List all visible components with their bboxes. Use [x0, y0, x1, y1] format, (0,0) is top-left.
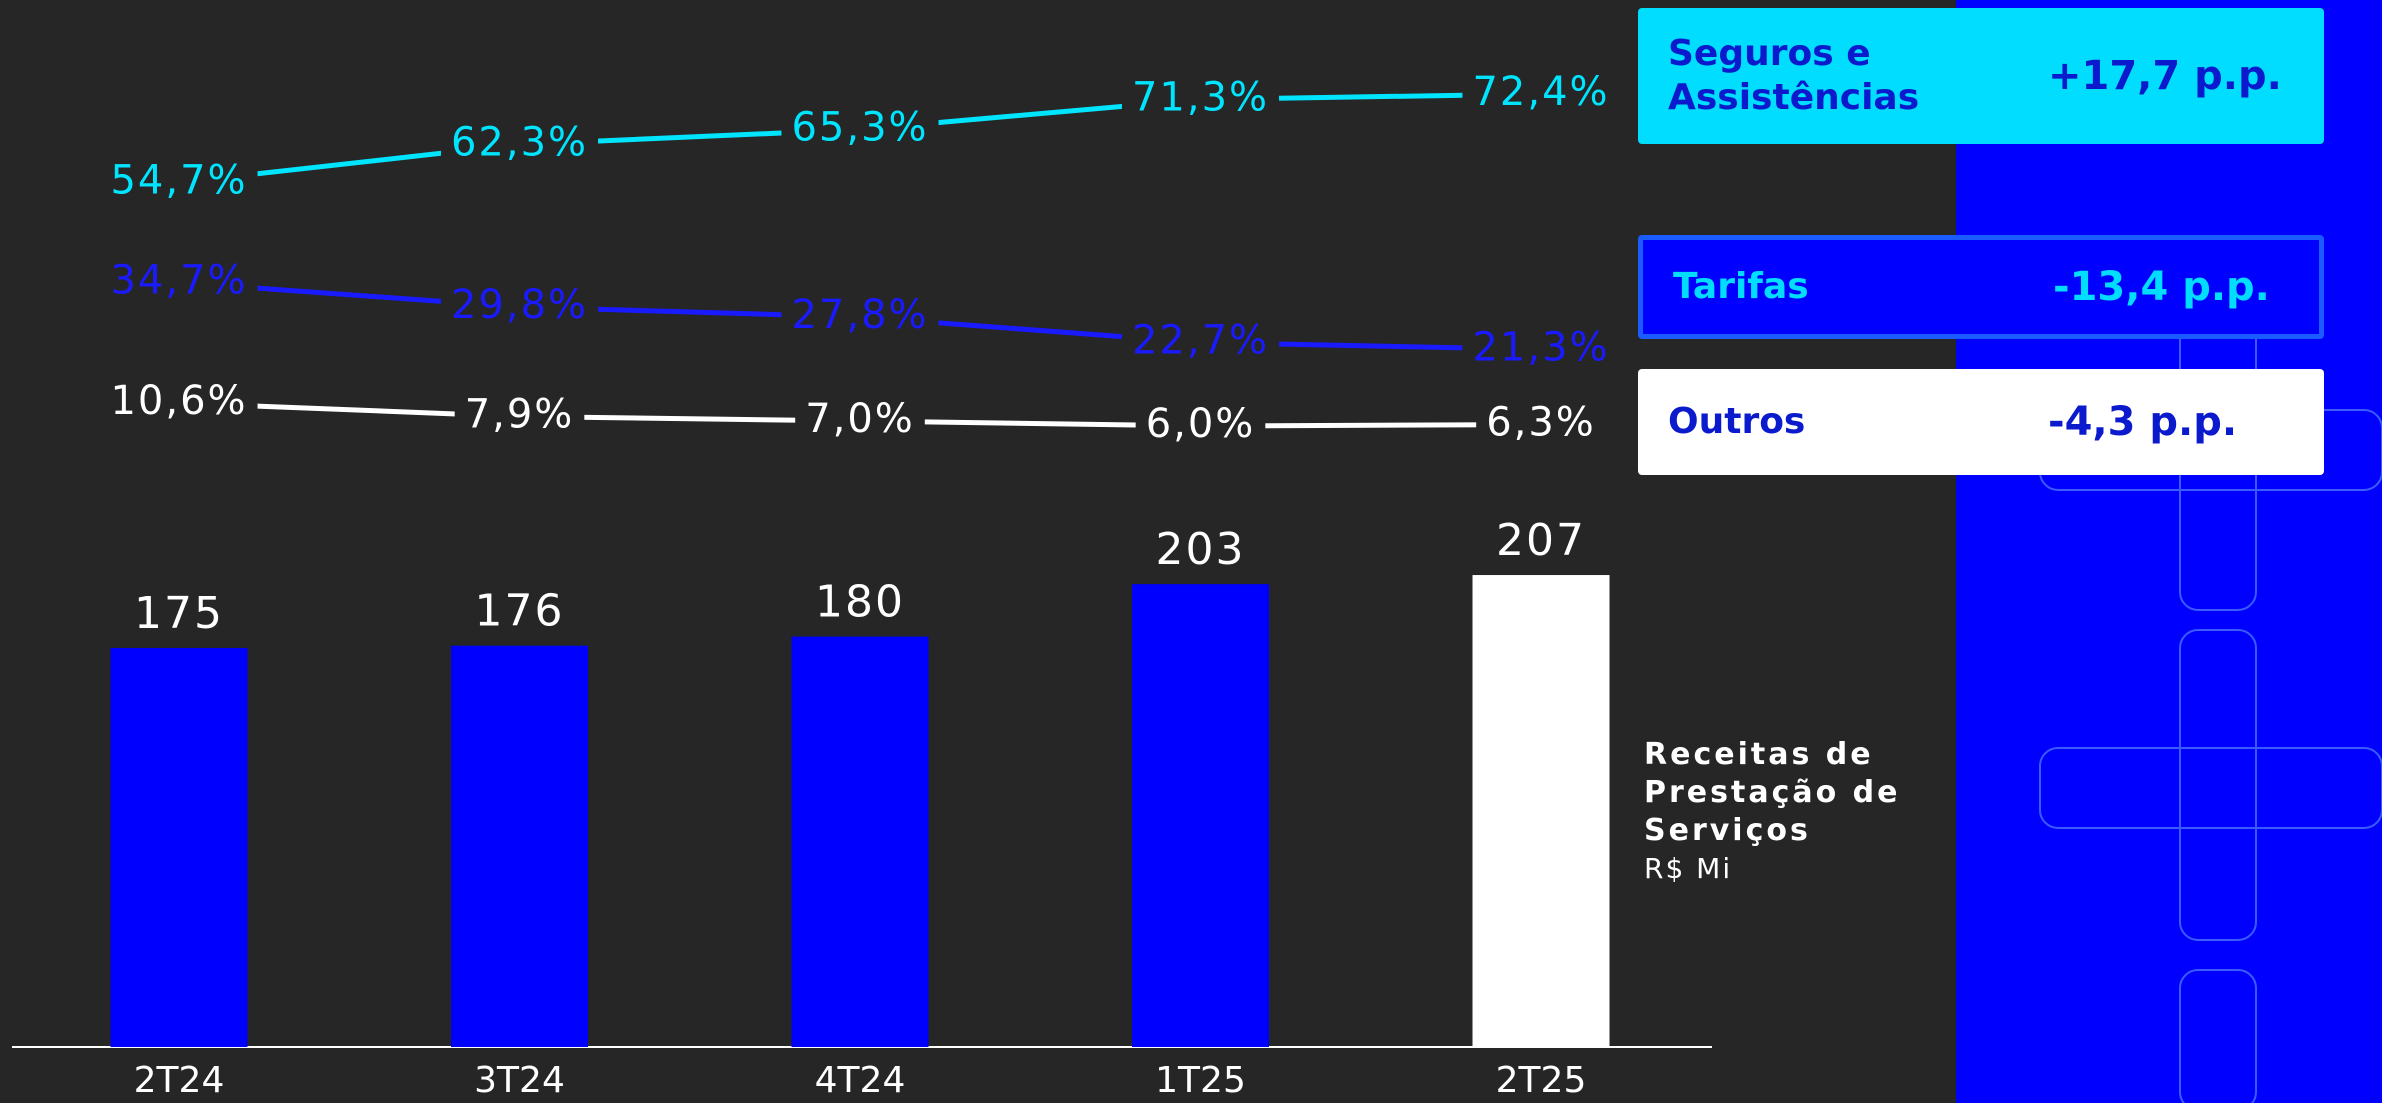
legend-label: Outros	[1668, 400, 1968, 444]
x-tick-label: 1T25	[1155, 1060, 1246, 1101]
line-value-label: 7,0%	[805, 396, 915, 442]
line-value-label: 10,6%	[110, 378, 247, 424]
line-value-label: 54,7%	[110, 158, 247, 204]
line-value-label: 71,3%	[1132, 75, 1269, 121]
page: 175 2T24 176 3T24 180 4T24 203 1T25 207 2T25 54,7%…	[0, 0, 2382, 1103]
bar	[1132, 584, 1269, 1047]
change-label: -4,3 p.p.	[2048, 399, 2237, 445]
change-label: +17,7 p.p.	[2048, 53, 2282, 99]
legend-label: Seguros e Assistências	[1668, 32, 1968, 120]
bar-value-label: 175	[134, 588, 224, 639]
legend-item: Seguros e Assistências +17,7 p.p.	[1638, 8, 2324, 144]
line-value-label: 7,9%	[465, 392, 575, 438]
line-value-label: 6,0%	[1146, 401, 1256, 447]
bar	[1473, 575, 1610, 1047]
chart: 175 2T24 176 3T24 180 4T24 203 1T25 207 2T25 54,7%…	[0, 0, 2382, 1103]
x-tick-label: 2T24	[134, 1060, 225, 1101]
x-tick-label: 4T24	[815, 1060, 906, 1101]
bar-value-label: 180	[815, 577, 905, 628]
chart-subtitle: R$ Mi	[1644, 852, 1732, 885]
line-value-label: 34,7%	[110, 258, 247, 304]
legend-item: Tarifas -13,4 p.p.	[1638, 235, 2324, 339]
line-value-label: 6,3%	[1486, 400, 1596, 446]
legend-label: Tarifas	[1673, 265, 1973, 309]
bar-value-label: 207	[1496, 515, 1586, 566]
change-label: -13,4 p.p.	[2053, 264, 2270, 310]
side-panel	[1956, 0, 2382, 1103]
bar	[792, 637, 929, 1047]
line-value-label: 22,7%	[1132, 318, 1269, 364]
bar-value-label: 176	[475, 586, 565, 637]
legend-item: Outros -4,3 p.p.	[1638, 369, 2324, 475]
bar-value-label: 203	[1156, 524, 1246, 575]
line-value-label: 29,8%	[451, 282, 588, 328]
line-value-label: 72,4%	[1472, 69, 1609, 115]
line-value-label: 62,3%	[451, 120, 588, 166]
bar	[451, 646, 588, 1047]
line-value-label: 21,3%	[1472, 325, 1609, 371]
x-tick-label: 3T24	[474, 1060, 565, 1101]
line-value-label: 65,3%	[791, 105, 928, 151]
chart-title: Receitas de Prestação de Serviços	[1644, 736, 1924, 850]
line-value-label: 27,8%	[791, 292, 928, 338]
x-tick-label: 2T25	[1496, 1060, 1587, 1101]
bar	[111, 648, 248, 1047]
